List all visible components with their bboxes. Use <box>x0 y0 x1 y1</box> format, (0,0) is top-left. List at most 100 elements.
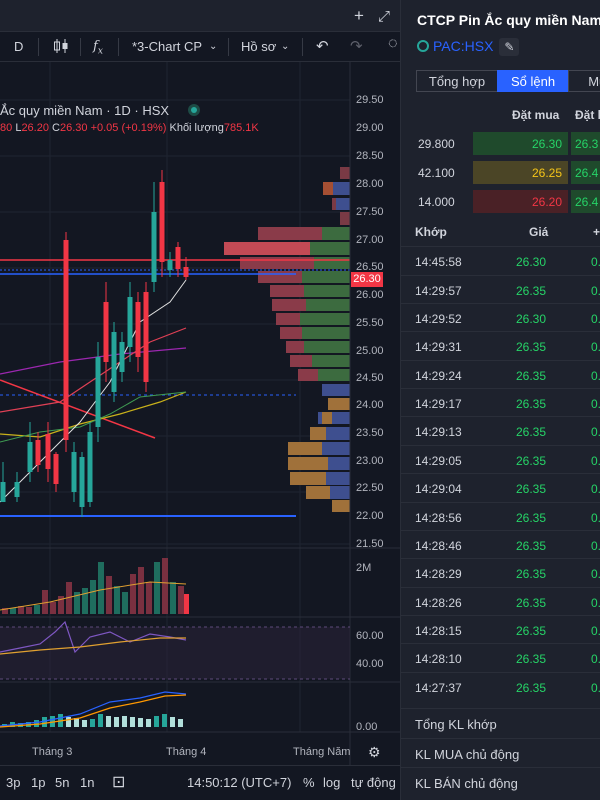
log-toggle[interactable]: log <box>323 775 341 790</box>
candlestick-icon[interactable] <box>52 37 70 58</box>
trade-time: 14:29:57 <box>415 284 462 298</box>
ask-price-cell: 26.3 <box>571 132 600 155</box>
calendar-range-icon[interactable]: ⊡ <box>112 774 126 791</box>
bid-volume: 29.800 <box>418 137 455 151</box>
trade-time: 14:29:52 <box>415 312 462 326</box>
chart-panel: + ⤢ D fx *3-Chart CP ⌄ Hồ sơ ⌄ ↶ ↷ ◌ <box>0 0 400 791</box>
redo-icon[interactable]: ↷ <box>350 38 363 55</box>
trade-volume: 0. <box>591 567 600 581</box>
trade-row[interactable]: 14:28:15 26.35 0. <box>401 615 600 643</box>
trade-row[interactable]: 14:28:56 26.35 0. <box>401 502 600 530</box>
candles[interactable] <box>0 170 189 517</box>
ticker-row: PAC:HSX ✎ <box>417 38 520 56</box>
current-price-badge: 26.30 <box>351 272 383 287</box>
tab-tong-hop[interactable]: Tổng hợp <box>416 70 498 92</box>
tab-muc-gia[interactable]: Mứ <box>568 70 600 92</box>
trade-row[interactable]: 14:29:05 26.35 0. <box>401 445 600 473</box>
trade-row[interactable]: 14:28:46 26.35 0. <box>401 530 600 558</box>
trade-row[interactable]: 14:28:10 26.35 0. <box>401 643 600 671</box>
summary-buy-volume: KL MUA chủ động <box>401 738 600 768</box>
ma-purple <box>0 347 187 375</box>
ticker-symbol[interactable]: PAC:HSX <box>433 38 494 54</box>
trade-row[interactable]: 14:28:26 26.35 0. <box>401 587 600 615</box>
low-value: 26.20 <box>21 122 49 134</box>
volume-profile <box>224 167 350 512</box>
profile-button[interactable]: Hồ sơ <box>241 39 277 54</box>
bid-price-cell: 26.20 <box>473 190 568 213</box>
add-icon[interactable]: + <box>354 6 364 25</box>
price-tick: 26.00 <box>356 289 384 301</box>
chevron-down-icon[interactable]: ⌄ <box>209 41 218 52</box>
ohlc-values: 80 L26.20 C26.30 +0.05 (+0.19%) Khối lượ… <box>0 122 259 134</box>
percent-toggle[interactable]: % <box>303 775 315 790</box>
timeframe-1p-button[interactable]: 1p <box>31 775 46 790</box>
macd-axis-tick: 0.00 <box>356 721 378 733</box>
close-label: C <box>52 122 60 134</box>
ask-price: 26.3 <box>575 137 599 151</box>
trade-row[interactable]: 14:28:29 26.35 0. <box>401 558 600 586</box>
fx-icon[interactable]: fx <box>93 39 103 57</box>
orderbook-row[interactable]: 42.100 26.25 26.4 <box>401 158 600 187</box>
layout-button[interactable]: *3-Chart CP <box>132 39 203 54</box>
trade-row[interactable]: 14:29:57 26.35 0. <box>401 275 600 303</box>
expand-icon[interactable]: ⤢ <box>378 8 391 25</box>
timeframe-5n-button[interactable]: 5n <box>55 775 70 790</box>
macd-histogram <box>0 691 187 728</box>
bid-volume: 14.000 <box>418 195 455 209</box>
rsi-axis-tick: 40.00 <box>356 658 384 670</box>
trade-time: 14:28:10 <box>415 652 462 666</box>
trade-row[interactable]: 14:29:13 26.35 0. <box>401 416 600 444</box>
bid-price: 26.25 <box>531 166 562 180</box>
trade-volume: 0. <box>591 454 600 468</box>
auto-toggle[interactable]: tự động <box>351 775 396 790</box>
clock-icon[interactable]: ◌ <box>388 35 398 52</box>
ask-price-cell: 26.4 <box>571 190 600 213</box>
price-tick: 28.50 <box>356 150 384 162</box>
interval-button[interactable]: D <box>14 39 24 54</box>
clock-display[interactable]: 14:50:12 (UTC+7) <box>187 775 292 790</box>
trade-time: 14:29:04 <box>415 482 462 496</box>
toolbar-divider <box>302 38 303 56</box>
trade-row[interactable]: 14:45:58 26.30 0. <box>401 246 600 274</box>
volume-label: Khối lượng <box>169 122 224 134</box>
trade-row[interactable]: 14:27:37 26.35 0. <box>401 672 600 700</box>
trade-time: 14:29:17 <box>415 397 462 411</box>
rsi-line <box>0 620 187 654</box>
trade-price: 26.35 <box>516 624 547 638</box>
trade-row[interactable]: 14:29:17 26.35 0. <box>401 388 600 416</box>
tab-so-lenh[interactable]: Sổ lệnh <box>497 70 569 92</box>
timeframe-3p-button[interactable]: 3p <box>6 775 21 790</box>
price-tick: 25.00 <box>356 345 384 357</box>
orderbook-row[interactable]: 14.000 26.20 26.4 <box>401 187 600 216</box>
trend-line[interactable] <box>0 379 156 439</box>
trade-time: 14:29:13 <box>415 425 462 439</box>
price-tick: 21.50 <box>356 538 384 550</box>
ask-price-cell: 26.4 <box>571 161 600 184</box>
bid-price: 26.30 <box>531 137 562 151</box>
trade-time: 14:45:58 <box>415 255 462 269</box>
volume-axis-tick: 2M <box>356 562 372 574</box>
price-chart[interactable] <box>0 62 400 765</box>
trade-row[interactable]: 14:29:24 26.35 0. <box>401 360 600 388</box>
chevron-down-icon[interactable]: ⌄ <box>281 41 290 52</box>
timeframe-1n-button[interactable]: 1n <box>80 775 95 790</box>
trade-volume: 0. <box>591 255 600 269</box>
price-tick: 27.00 <box>356 234 384 246</box>
trade-time: 14:28:56 <box>415 511 462 525</box>
trade-row[interactable]: 14:29:52 26.30 0. <box>401 303 600 331</box>
trade-row[interactable]: 14:29:31 26.35 0. <box>401 331 600 359</box>
bid-price-cell: 26.25 <box>473 161 568 184</box>
trade-price: 26.35 <box>516 369 547 383</box>
settings-gear-icon[interactable]: ⚙ <box>368 744 381 760</box>
undo-icon[interactable]: ↶ <box>316 38 329 55</box>
trade-volume: 0. <box>591 624 600 638</box>
ma-red <box>0 327 187 413</box>
price-tick: 25.50 <box>356 317 384 329</box>
status-dot-icon <box>188 104 200 116</box>
trade-row[interactable]: 14:29:04 26.35 0. <box>401 473 600 501</box>
trade-volume: 0. <box>591 652 600 666</box>
orderbook-row[interactable]: 29.800 26.30 26.3 <box>401 129 600 158</box>
time-tick: Tháng 3 <box>32 746 73 758</box>
edit-pencil-icon[interactable]: ✎ <box>499 38 520 56</box>
